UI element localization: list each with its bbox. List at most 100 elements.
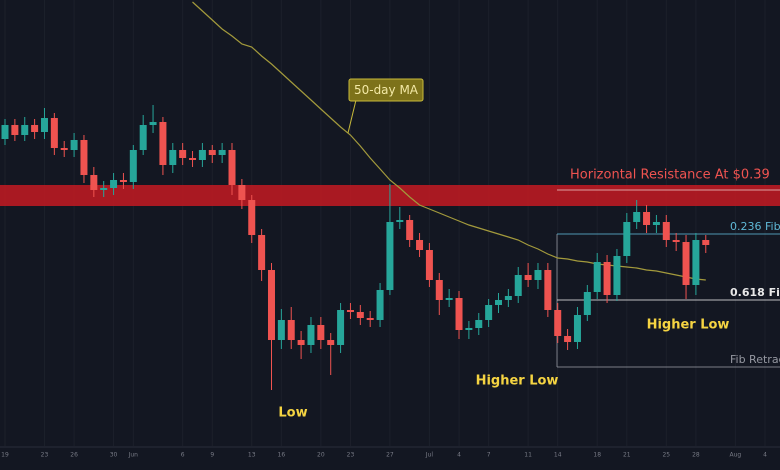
candle-body	[119, 180, 127, 182]
x-tick-label: 13	[248, 452, 256, 459]
candle-body	[554, 310, 562, 336]
candle-body	[40, 118, 48, 132]
candle	[198, 143, 206, 167]
candle-body	[11, 125, 19, 135]
candle-body	[652, 222, 660, 225]
candle-body	[445, 298, 453, 300]
candle-body	[662, 222, 670, 240]
candle-body	[544, 270, 552, 310]
candle-body	[238, 185, 246, 200]
x-tick-label: 4	[457, 452, 461, 459]
annotation: Higher Low	[647, 318, 730, 333]
candle	[662, 215, 670, 247]
x-tick-label: 6	[181, 452, 185, 459]
candle	[208, 145, 216, 163]
ma-callout: 50-day MA	[347, 78, 424, 134]
candle	[455, 291, 463, 339]
candle	[70, 133, 78, 157]
candle-body	[504, 296, 512, 300]
candle	[406, 215, 414, 247]
candle	[21, 117, 29, 141]
candle-body	[277, 320, 285, 340]
candle-body	[455, 298, 463, 330]
candle	[346, 303, 354, 319]
x-tick-label: 25	[662, 452, 670, 459]
candle	[495, 293, 502, 313]
candle	[139, 115, 147, 155]
x-tick-label: 19	[1, 452, 9, 459]
candle-body	[406, 220, 414, 240]
resistance-label: Horizontal Resistance At $0.39	[570, 168, 770, 183]
candle	[435, 273, 443, 315]
candle	[643, 205, 651, 233]
candle	[110, 173, 118, 195]
candle-body	[21, 125, 29, 135]
candle	[376, 283, 384, 327]
candle-body	[593, 262, 601, 292]
candle-body	[702, 240, 710, 245]
x-tick-label: Jun	[128, 452, 139, 459]
callout-pointer	[347, 99, 357, 134]
candle-body	[327, 340, 335, 345]
candle	[11, 119, 19, 141]
candle-body	[208, 150, 216, 155]
candle-body	[218, 150, 226, 155]
candle-body	[31, 125, 39, 132]
candle	[504, 289, 512, 307]
candle-body	[386, 222, 394, 290]
candle-body	[583, 292, 591, 315]
candle	[445, 289, 453, 307]
candle	[652, 215, 660, 233]
x-tick-label: 21	[623, 452, 631, 459]
candle-body	[129, 150, 137, 182]
candle-body	[623, 222, 631, 256]
candle	[129, 145, 137, 189]
candle	[573, 307, 581, 349]
candle-body	[396, 220, 404, 222]
candle-body	[672, 240, 680, 242]
x-tick-label: 26	[70, 452, 78, 459]
x-tick-label: 7	[487, 452, 491, 459]
candle	[603, 255, 611, 303]
candle	[307, 317, 315, 353]
candle	[623, 213, 631, 263]
annotation: Higher Low	[476, 374, 559, 389]
candle	[692, 233, 700, 295]
candle-body	[110, 180, 118, 188]
candle	[169, 143, 177, 173]
candle	[189, 151, 197, 167]
candle-body	[534, 270, 542, 280]
candle-body	[1, 125, 9, 139]
candle-body	[179, 150, 187, 158]
candle-body	[90, 175, 98, 190]
candle-body	[376, 290, 384, 320]
candle	[267, 263, 275, 390]
candle-body	[692, 240, 700, 285]
annotation: Low	[278, 406, 307, 421]
candle-body	[100, 188, 108, 190]
candle	[425, 243, 433, 287]
candle	[238, 179, 246, 209]
candle	[366, 311, 374, 327]
candle	[277, 309, 285, 349]
candle	[593, 253, 601, 299]
candle	[60, 141, 68, 157]
candle	[386, 184, 394, 295]
candle-body	[475, 320, 483, 328]
candle-body	[169, 150, 177, 165]
candle	[327, 333, 335, 375]
candle-body	[485, 305, 493, 320]
candle	[297, 331, 305, 359]
candle-body	[258, 235, 266, 270]
candle	[534, 263, 542, 289]
candle-body	[495, 300, 502, 305]
candle-body	[524, 275, 532, 280]
candle	[149, 105, 157, 133]
candle-body	[287, 320, 295, 340]
candle	[465, 321, 473, 339]
candle-body	[366, 318, 374, 320]
x-tick-label: 27	[386, 452, 394, 459]
candle-body	[356, 312, 364, 318]
candle-body	[337, 310, 345, 345]
